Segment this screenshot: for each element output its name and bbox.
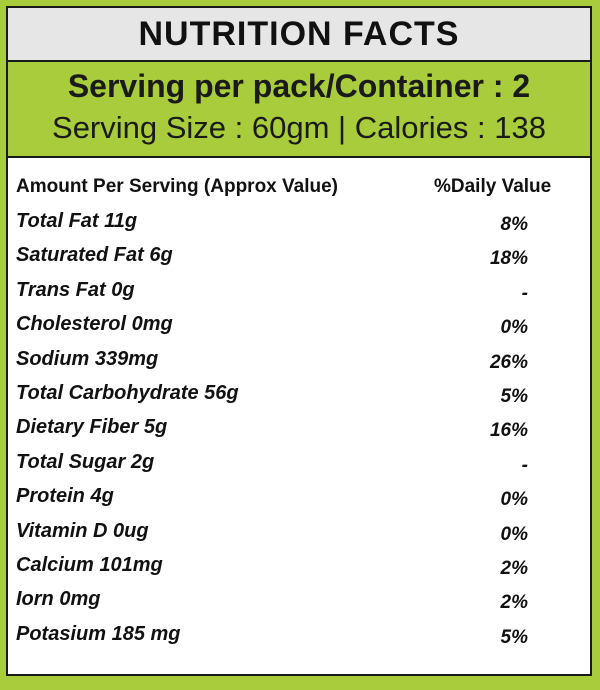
table-row: Total Carbohydrate 56g 5% [8, 382, 590, 416]
nutrient-name: Protein 4g [16, 485, 114, 508]
nutrient-name: Cholesterol 0mg [16, 313, 173, 336]
amount-per-serving-header: Amount Per Serving (Approx Value) [16, 176, 338, 197]
daily-value: 16% [489, 420, 528, 442]
nutrient-name: Trans Fat 0g [16, 278, 135, 301]
nutrient-name: Iorn 0mg [16, 588, 101, 611]
nutrient-name: Total Carbohydrate 56g [16, 381, 239, 404]
serving-size-calories: Serving Size : 60gm | Calories : 138 [52, 110, 546, 145]
nutrient-name: Potasium 185 mg [16, 622, 181, 645]
daily-value-header: %Daily Value [434, 176, 552, 197]
nutrient-name: Vitamin D 0ug [16, 519, 149, 542]
nutrient-name: Calcium 101mg [16, 553, 163, 576]
table-row: Iorn 0mg 2% [8, 588, 590, 622]
table-row: Saturated Fat 6g 18% [8, 244, 590, 278]
table-row: Total Fat 11g 8% [8, 210, 590, 244]
daily-value: - [521, 454, 528, 476]
daily-value: 2% [500, 592, 528, 614]
table-row: Calcium 101mg 2% [8, 554, 590, 588]
nutrient-name: Saturated Fat 6g [16, 244, 173, 267]
daily-value: 8% [500, 214, 528, 235]
daily-value: 5% [500, 626, 528, 648]
table-row: Trans Fat 0g - [8, 279, 590, 313]
table-row: Cholesterol 0mg 0% [8, 313, 590, 347]
daily-value: 0% [500, 317, 528, 339]
daily-value: 2% [500, 557, 528, 579]
nutrient-name: Total Sugar 2g [16, 450, 155, 473]
nutrient-name: Dietary Fiber 5g [16, 416, 168, 439]
table-row: Dietary Fiber 5g 16% [8, 416, 590, 450]
daily-value: 26% [489, 351, 528, 373]
nutrient-name: Total Fat 11g [16, 210, 138, 232]
servings-per-container: Serving per pack/Container : 2 [67, 68, 531, 104]
daily-value: 5% [500, 385, 528, 407]
table-row: Total Sugar 2g - [8, 451, 590, 485]
serving-info: Serving per pack/Container : 2 Serving S… [8, 62, 590, 158]
daily-value: 0% [500, 523, 528, 545]
table-header: Amount Per Serving (Approx Value) %Daily… [8, 176, 590, 202]
nutrient-name: Sodium 339mg [16, 347, 159, 370]
title-bar: NUTRITION FACTS [8, 8, 590, 62]
table-row: Vitamin D 0ug 0% [8, 520, 590, 554]
daily-value: 18% [489, 248, 528, 270]
nutrient-table: Total Fat 11g 8% Saturated Fat 6g 18% Tr… [8, 210, 590, 657]
label-title: NUTRITION FACTS [138, 14, 460, 53]
table-row: Potasium 185 mg 5% [8, 623, 590, 657]
table-row: Protein 4g 0% [8, 485, 590, 519]
table-row: Sodium 339mg 26% [8, 348, 590, 382]
nutrition-label: NUTRITION FACTS Serving per pack/Contain… [6, 6, 592, 676]
daily-value: 0% [500, 489, 528, 511]
daily-value: - [521, 282, 528, 304]
